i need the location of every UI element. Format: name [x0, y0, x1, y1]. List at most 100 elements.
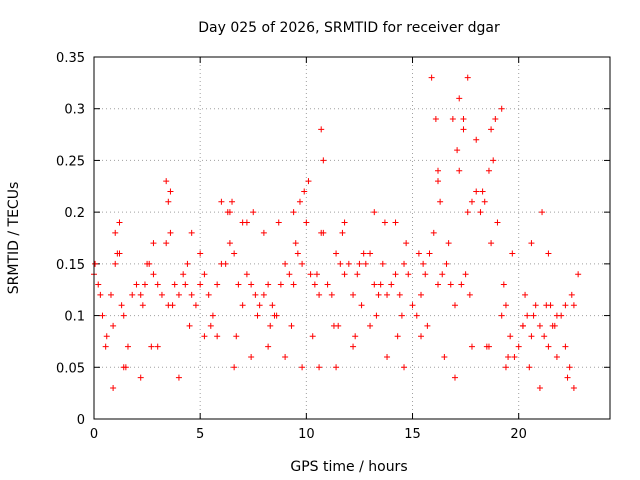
data-point	[112, 260, 119, 267]
data-point	[165, 198, 172, 205]
data-point	[318, 229, 325, 236]
data-point	[377, 281, 384, 288]
data-point	[313, 271, 320, 278]
data-point	[435, 178, 441, 185]
data-point	[485, 343, 492, 350]
data-point	[218, 198, 225, 205]
data-point	[165, 302, 172, 309]
data-point	[358, 302, 365, 309]
data-point	[197, 281, 204, 288]
data-point	[154, 343, 161, 350]
data-point	[415, 250, 422, 257]
data-point	[464, 74, 471, 81]
data-point	[558, 312, 565, 319]
data-point	[154, 281, 161, 288]
data-point	[248, 281, 255, 288]
data-point	[290, 209, 297, 216]
data-point	[488, 126, 495, 133]
y-axis-label: SRMTID / TECUs	[6, 182, 22, 295]
data-point	[545, 343, 552, 350]
x-axis-label: GPS time / hours	[290, 459, 407, 475]
data-point	[422, 271, 429, 278]
data-point	[460, 126, 467, 133]
data-point	[292, 240, 299, 247]
y-tick-label: 0.2	[64, 206, 85, 221]
data-point	[466, 291, 473, 298]
data-point	[435, 281, 441, 288]
data-point	[441, 353, 448, 360]
data-point	[182, 281, 189, 288]
data-point	[379, 260, 386, 267]
data-point	[570, 384, 577, 391]
data-point	[413, 312, 420, 319]
data-point	[239, 302, 246, 309]
data-point	[137, 291, 144, 298]
data-point	[530, 312, 537, 319]
data-point	[507, 333, 514, 340]
data-point	[532, 302, 539, 309]
data-point	[449, 116, 456, 123]
data-point	[282, 260, 289, 267]
data-point	[401, 364, 408, 371]
data-point	[468, 198, 475, 205]
data-point	[367, 250, 374, 257]
data-point	[435, 167, 441, 174]
data-point	[437, 198, 444, 205]
data-point	[367, 322, 374, 329]
data-point	[316, 291, 323, 298]
data-point	[460, 116, 467, 123]
data-point	[536, 384, 543, 391]
data-point	[362, 260, 369, 267]
data-point	[337, 260, 344, 267]
data-point	[120, 312, 127, 319]
data-point	[324, 281, 331, 288]
data-point	[341, 219, 348, 226]
data-point	[299, 364, 306, 371]
data-point	[500, 281, 507, 288]
data-point	[110, 384, 117, 391]
data-point	[547, 302, 554, 309]
data-point	[566, 364, 573, 371]
data-point	[158, 291, 165, 298]
data-point	[522, 291, 529, 298]
data-point	[197, 250, 204, 257]
x-tick-label: 20	[510, 427, 527, 442]
data-point	[207, 322, 214, 329]
data-point	[381, 219, 388, 226]
data-point	[150, 271, 157, 278]
data-point	[526, 364, 533, 371]
data-point	[575, 271, 582, 278]
data-point	[350, 343, 357, 350]
data-point	[473, 188, 480, 195]
data-point	[214, 333, 221, 340]
data-point	[456, 167, 463, 174]
data-point	[350, 291, 357, 298]
x-tick-label: 10	[298, 427, 315, 442]
data-point	[107, 291, 114, 298]
data-point	[180, 271, 187, 278]
data-point	[345, 260, 352, 267]
data-point	[309, 333, 316, 340]
data-point	[396, 291, 403, 298]
data-point	[175, 374, 182, 381]
data-point	[137, 374, 144, 381]
data-point	[443, 260, 450, 267]
chart-title: Day 025 of 2026, SRMTID for receiver dga…	[198, 20, 500, 36]
data-point	[439, 271, 446, 278]
data-point	[267, 322, 274, 329]
data-point	[269, 302, 276, 309]
data-point	[418, 291, 425, 298]
data-point	[428, 74, 435, 81]
data-point	[112, 229, 119, 236]
data-point	[502, 302, 509, 309]
data-point	[129, 291, 136, 298]
data-point	[360, 250, 367, 257]
data-point	[481, 198, 488, 205]
data-point	[403, 240, 410, 247]
data-point	[148, 343, 155, 350]
x-tick-label: 15	[404, 427, 421, 442]
data-point	[260, 291, 267, 298]
data-point	[488, 240, 495, 247]
